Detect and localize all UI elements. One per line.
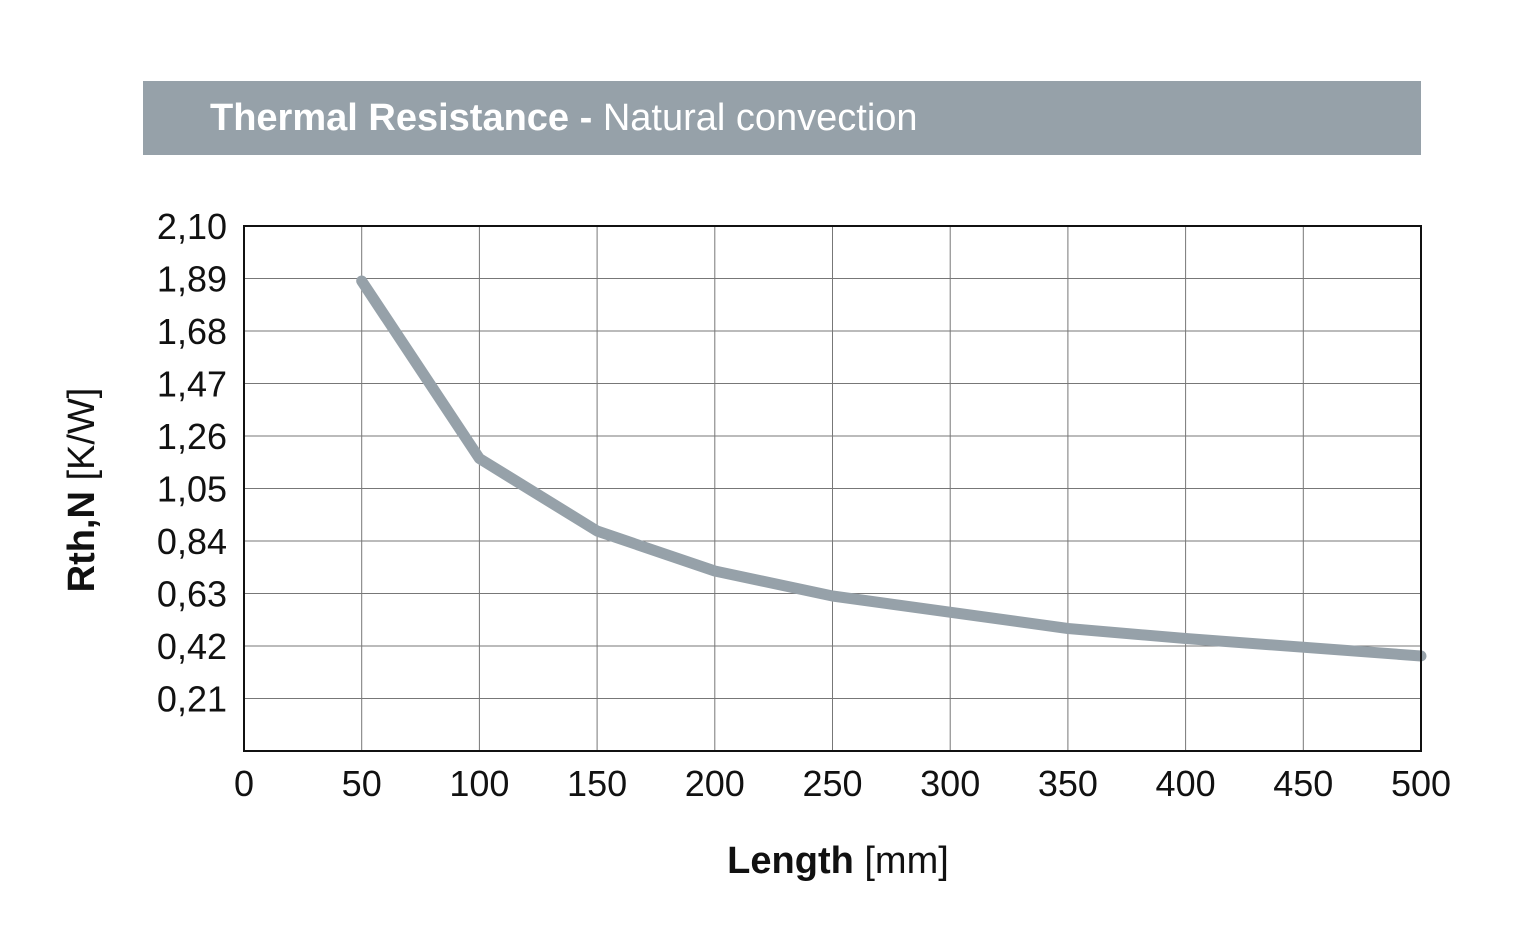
x-axis-label: Length [mm]	[727, 840, 949, 882]
y-axis-label-unit: [K/W]	[61, 388, 103, 481]
x-axis-label-bold: Length	[727, 840, 854, 882]
x-tick-label: 500	[1391, 763, 1451, 804]
x-tick-label: 250	[802, 763, 862, 804]
title-separator: -	[579, 97, 593, 139]
chart-title: Thermal Resistance	[210, 97, 570, 139]
data-point	[474, 453, 485, 464]
data-point	[709, 566, 720, 576]
x-tick-label: 150	[567, 763, 627, 804]
x-tick-label: 50	[342, 763, 382, 804]
y-tick-label: 1,05	[157, 469, 227, 510]
data-point	[1062, 623, 1073, 634]
data-point	[827, 591, 838, 601]
plot-frame	[243, 225, 1422, 752]
x-tick-label: 350	[1038, 763, 1098, 804]
x-tick-label: 450	[1273, 763, 1333, 804]
y-tick-label: 2,10	[157, 206, 227, 247]
y-tick-label: 0,84	[157, 521, 227, 562]
y-axis-label-bold: Rth,N	[61, 491, 103, 592]
x-axis-label-unit: [mm]	[864, 840, 948, 882]
y-tick-label: 0,21	[157, 679, 227, 720]
y-tick-label: 1,68	[157, 311, 227, 352]
x-tick-label: 200	[685, 763, 745, 804]
x-tick-label: 400	[1156, 763, 1216, 804]
chart-title-bar: Thermal Resistance - Natural convection	[143, 81, 1421, 155]
y-tick-label: 1,89	[157, 259, 227, 300]
data-point	[356, 276, 367, 286]
x-tick-label: 0	[234, 763, 254, 804]
y-tick-label: 1,47	[157, 364, 227, 405]
data-point	[1180, 633, 1191, 644]
x-tick-label: 300	[920, 763, 980, 804]
series-line	[356, 275, 1427, 662]
chart-subtitle: Natural convection	[602, 97, 918, 139]
y-tick-label: 0,63	[157, 574, 227, 615]
x-tick-label: 100	[449, 763, 509, 804]
data-point	[592, 526, 603, 536]
y-axis-label: Rth,N [K/W]	[61, 388, 103, 593]
y-tick-label: 0,42	[157, 626, 227, 667]
y-tick-label: 1,26	[157, 416, 227, 457]
